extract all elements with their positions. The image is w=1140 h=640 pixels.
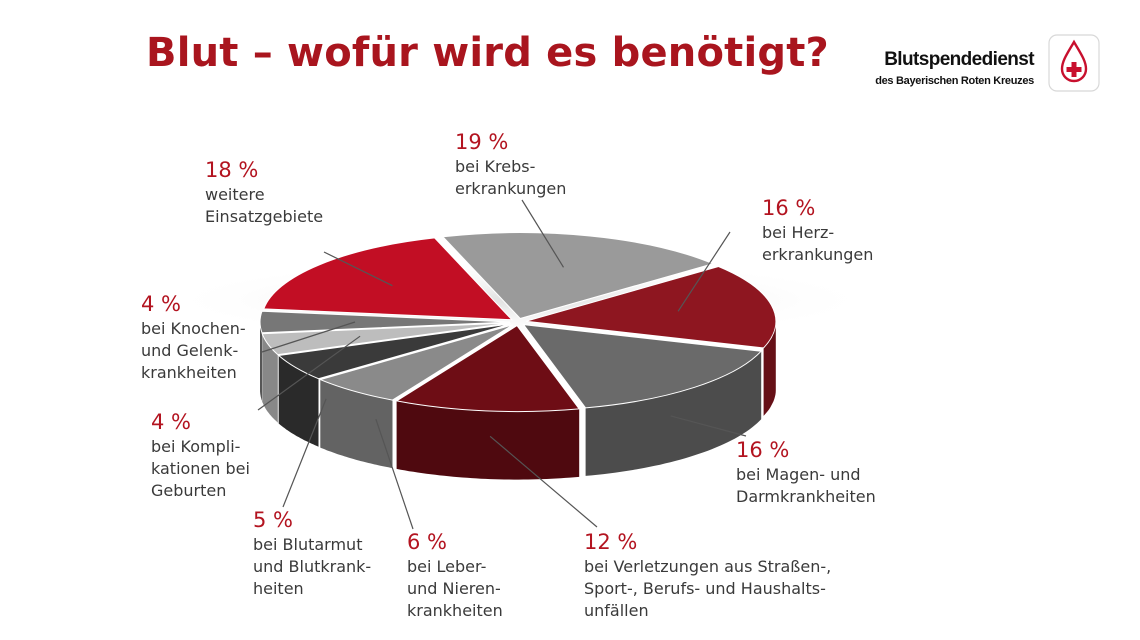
leader-line-herz (677, 231, 731, 312)
leader-line-knochen (261, 321, 356, 353)
pie-side-geburten (262, 333, 278, 423)
pie-sides (260, 320, 776, 480)
leader-line-weitere (323, 251, 393, 287)
pie-slice-geburten (261, 322, 511, 356)
pie-leaders (257, 199, 747, 530)
pie-slice-blutarmut (277, 323, 512, 380)
slice-percent: 16 % (736, 438, 790, 462)
page-title: Blut – wofür wird es benötigt? (146, 30, 829, 76)
slice-label-herz: 16 % bei Herz- erkrankungen (762, 196, 873, 266)
pie-slice-leber (318, 324, 514, 401)
logo-line2: des Bayerischen Roten Kreuzes (875, 75, 1034, 87)
slice-percent: 5 % (253, 508, 293, 532)
pie-slice-magen (522, 323, 763, 409)
slice-label-verletzungen: 12 % bei Verletzungen aus Straßen-, Spor… (584, 530, 831, 622)
pie-slice-knochen (259, 310, 511, 334)
slice-description: bei Magen- und Darmkrankheiten (736, 465, 876, 506)
slice-description: bei Krebs- erkrankungen (455, 157, 567, 198)
leader-line-krebs (521, 199, 565, 268)
pie-slice-weitere (263, 237, 514, 321)
slice-percent: 4 % (151, 410, 191, 434)
slice-percent: 12 % (584, 530, 638, 554)
leader-line-leber (375, 419, 414, 530)
leader-line-blutarmut (282, 398, 327, 508)
slice-label-weitere: 18 % weitere Einsatzgebiete (205, 158, 323, 228)
slice-label-blutarmut: 5 % bei Blutarmut und Blutkrank- heiten (253, 508, 371, 600)
slice-label-knochen: 4 % bei Knochen- und Gelenk- krankheiten (141, 292, 246, 384)
logo-line1: Blutspendedienst (884, 49, 1034, 70)
slice-description: bei Knochen- und Gelenk- krankheiten (141, 319, 246, 382)
pie-side-knochen (260, 320, 262, 401)
logo: Blutspendedienst des Bayerischen Roten K… (848, 34, 1110, 96)
slice-label-krebs: 19 % bei Krebs- erkrankungen (455, 130, 566, 200)
slice-percent: 16 % (762, 196, 816, 220)
leader-line-magen (670, 415, 747, 437)
slice-label-leber: 6 % bei Leber- und Nieren- krankheiten (407, 530, 503, 622)
slice-description: bei Verletzungen aus Straßen-, Sport-, B… (584, 557, 832, 620)
leader-line-verletzungen (489, 435, 598, 528)
slice-percent: 4 % (141, 292, 181, 316)
leader-line-geburten (257, 335, 361, 411)
pie-side-blutarmut (278, 355, 319, 447)
pie-side-herz (763, 320, 776, 416)
slice-label-magen: 16 % bei Magen- und Darmkrankheiten (736, 438, 876, 508)
slice-description: bei Kompli- kationen bei Geburten (151, 437, 250, 500)
slice-description: bei Leber- und Nieren- krankheiten (407, 557, 503, 620)
slice-description: bei Herz- erkrankungen (762, 223, 874, 264)
blood-drop-red-cross-icon (1048, 34, 1100, 92)
pie-slice-krebs (441, 232, 715, 320)
slice-percent: 18 % (205, 158, 259, 182)
slice-percent: 19 % (455, 130, 509, 154)
slice-description: bei Blutarmut und Blutkrank- heiten (253, 535, 372, 598)
slice-description: weitere Einsatzgebiete (205, 185, 324, 226)
pie-tops (259, 232, 777, 413)
pie-slice-herz (525, 265, 777, 349)
pie-side-verletzungen (396, 400, 580, 480)
pie-slice-verletzungen (395, 324, 581, 413)
slice-label-geburten: 4 % bei Kompli- kationen bei Geburten (151, 410, 250, 502)
slice-percent: 6 % (407, 530, 447, 554)
pie-side-leber (320, 379, 393, 469)
pie-side-magen (585, 351, 762, 476)
